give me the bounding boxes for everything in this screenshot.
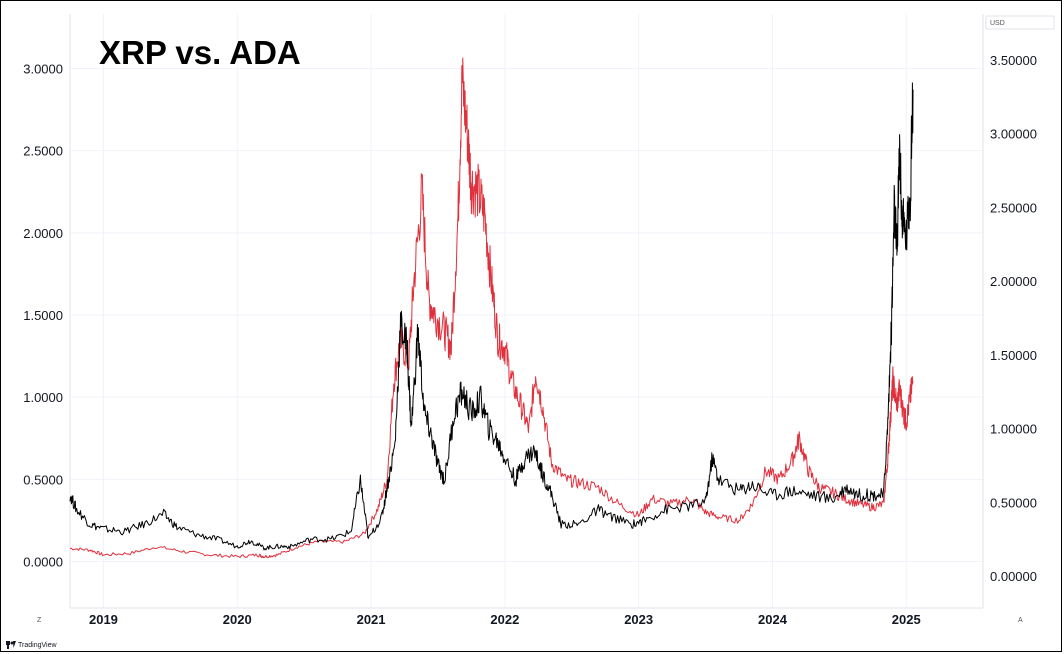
- left-tick-label: 3.0000: [23, 62, 63, 77]
- x-tick-label: 2024: [758, 612, 788, 627]
- currency-box[interactable]: [985, 15, 1055, 30]
- auto-watermark-right[interactable]: A: [1018, 617, 1023, 624]
- left-tick-label: 0.5000: [23, 472, 63, 487]
- right-tick-label: 0.00000: [990, 569, 1037, 584]
- brand-label: TradingView: [18, 642, 57, 649]
- currency-label: USD: [990, 20, 1005, 27]
- right-tick-label: 2.00000: [990, 274, 1037, 289]
- right-tick-label: 3.50000: [990, 53, 1037, 68]
- right-tick-label: 3.00000: [990, 127, 1037, 142]
- x-tick-label: 2021: [357, 612, 386, 627]
- x-tick-label: 2023: [624, 612, 653, 627]
- left-tick-label: 2.5000: [23, 144, 63, 159]
- left-tick-label: 2.0000: [23, 226, 63, 241]
- left-axis: 3.0000 2.5000 2.0000 1.5000 1.0000 0.5000 0.00…: [23, 62, 63, 570]
- left-tick-label: 1.5000: [23, 308, 63, 323]
- right-tick-label: 1.00000: [990, 422, 1037, 437]
- right-tick-label: 2.50000: [990, 200, 1037, 215]
- left-tick-label: 1.0000: [23, 390, 63, 405]
- x-tick-label: 2020: [223, 612, 252, 627]
- right-tick-label: 0.50000: [990, 495, 1037, 510]
- x-tick-label: 2022: [490, 612, 519, 627]
- x-tick-label: 2025: [892, 612, 921, 627]
- series-line-black: [69, 82, 914, 551]
- right-axis: 3.50000 3.00000 2.50000 2.00000 1.50000 1.000…: [990, 53, 1037, 584]
- series-line-red: [69, 57, 914, 559]
- right-tick-label: 1.50000: [990, 348, 1037, 363]
- grid: [70, 14, 983, 608]
- x-tick-label: 2019: [89, 612, 118, 627]
- zoom-watermark-left[interactable]: Z: [37, 617, 42, 624]
- left-tick-label: 0.0000: [23, 555, 63, 570]
- chart-title: XRP vs. ADA: [99, 34, 301, 71]
- x-axis: 2019 2020 2021 2022 2023 2024 2025: [89, 612, 921, 627]
- tradingview-logo-icon: [6, 641, 16, 649]
- series-layer: [69, 57, 914, 559]
